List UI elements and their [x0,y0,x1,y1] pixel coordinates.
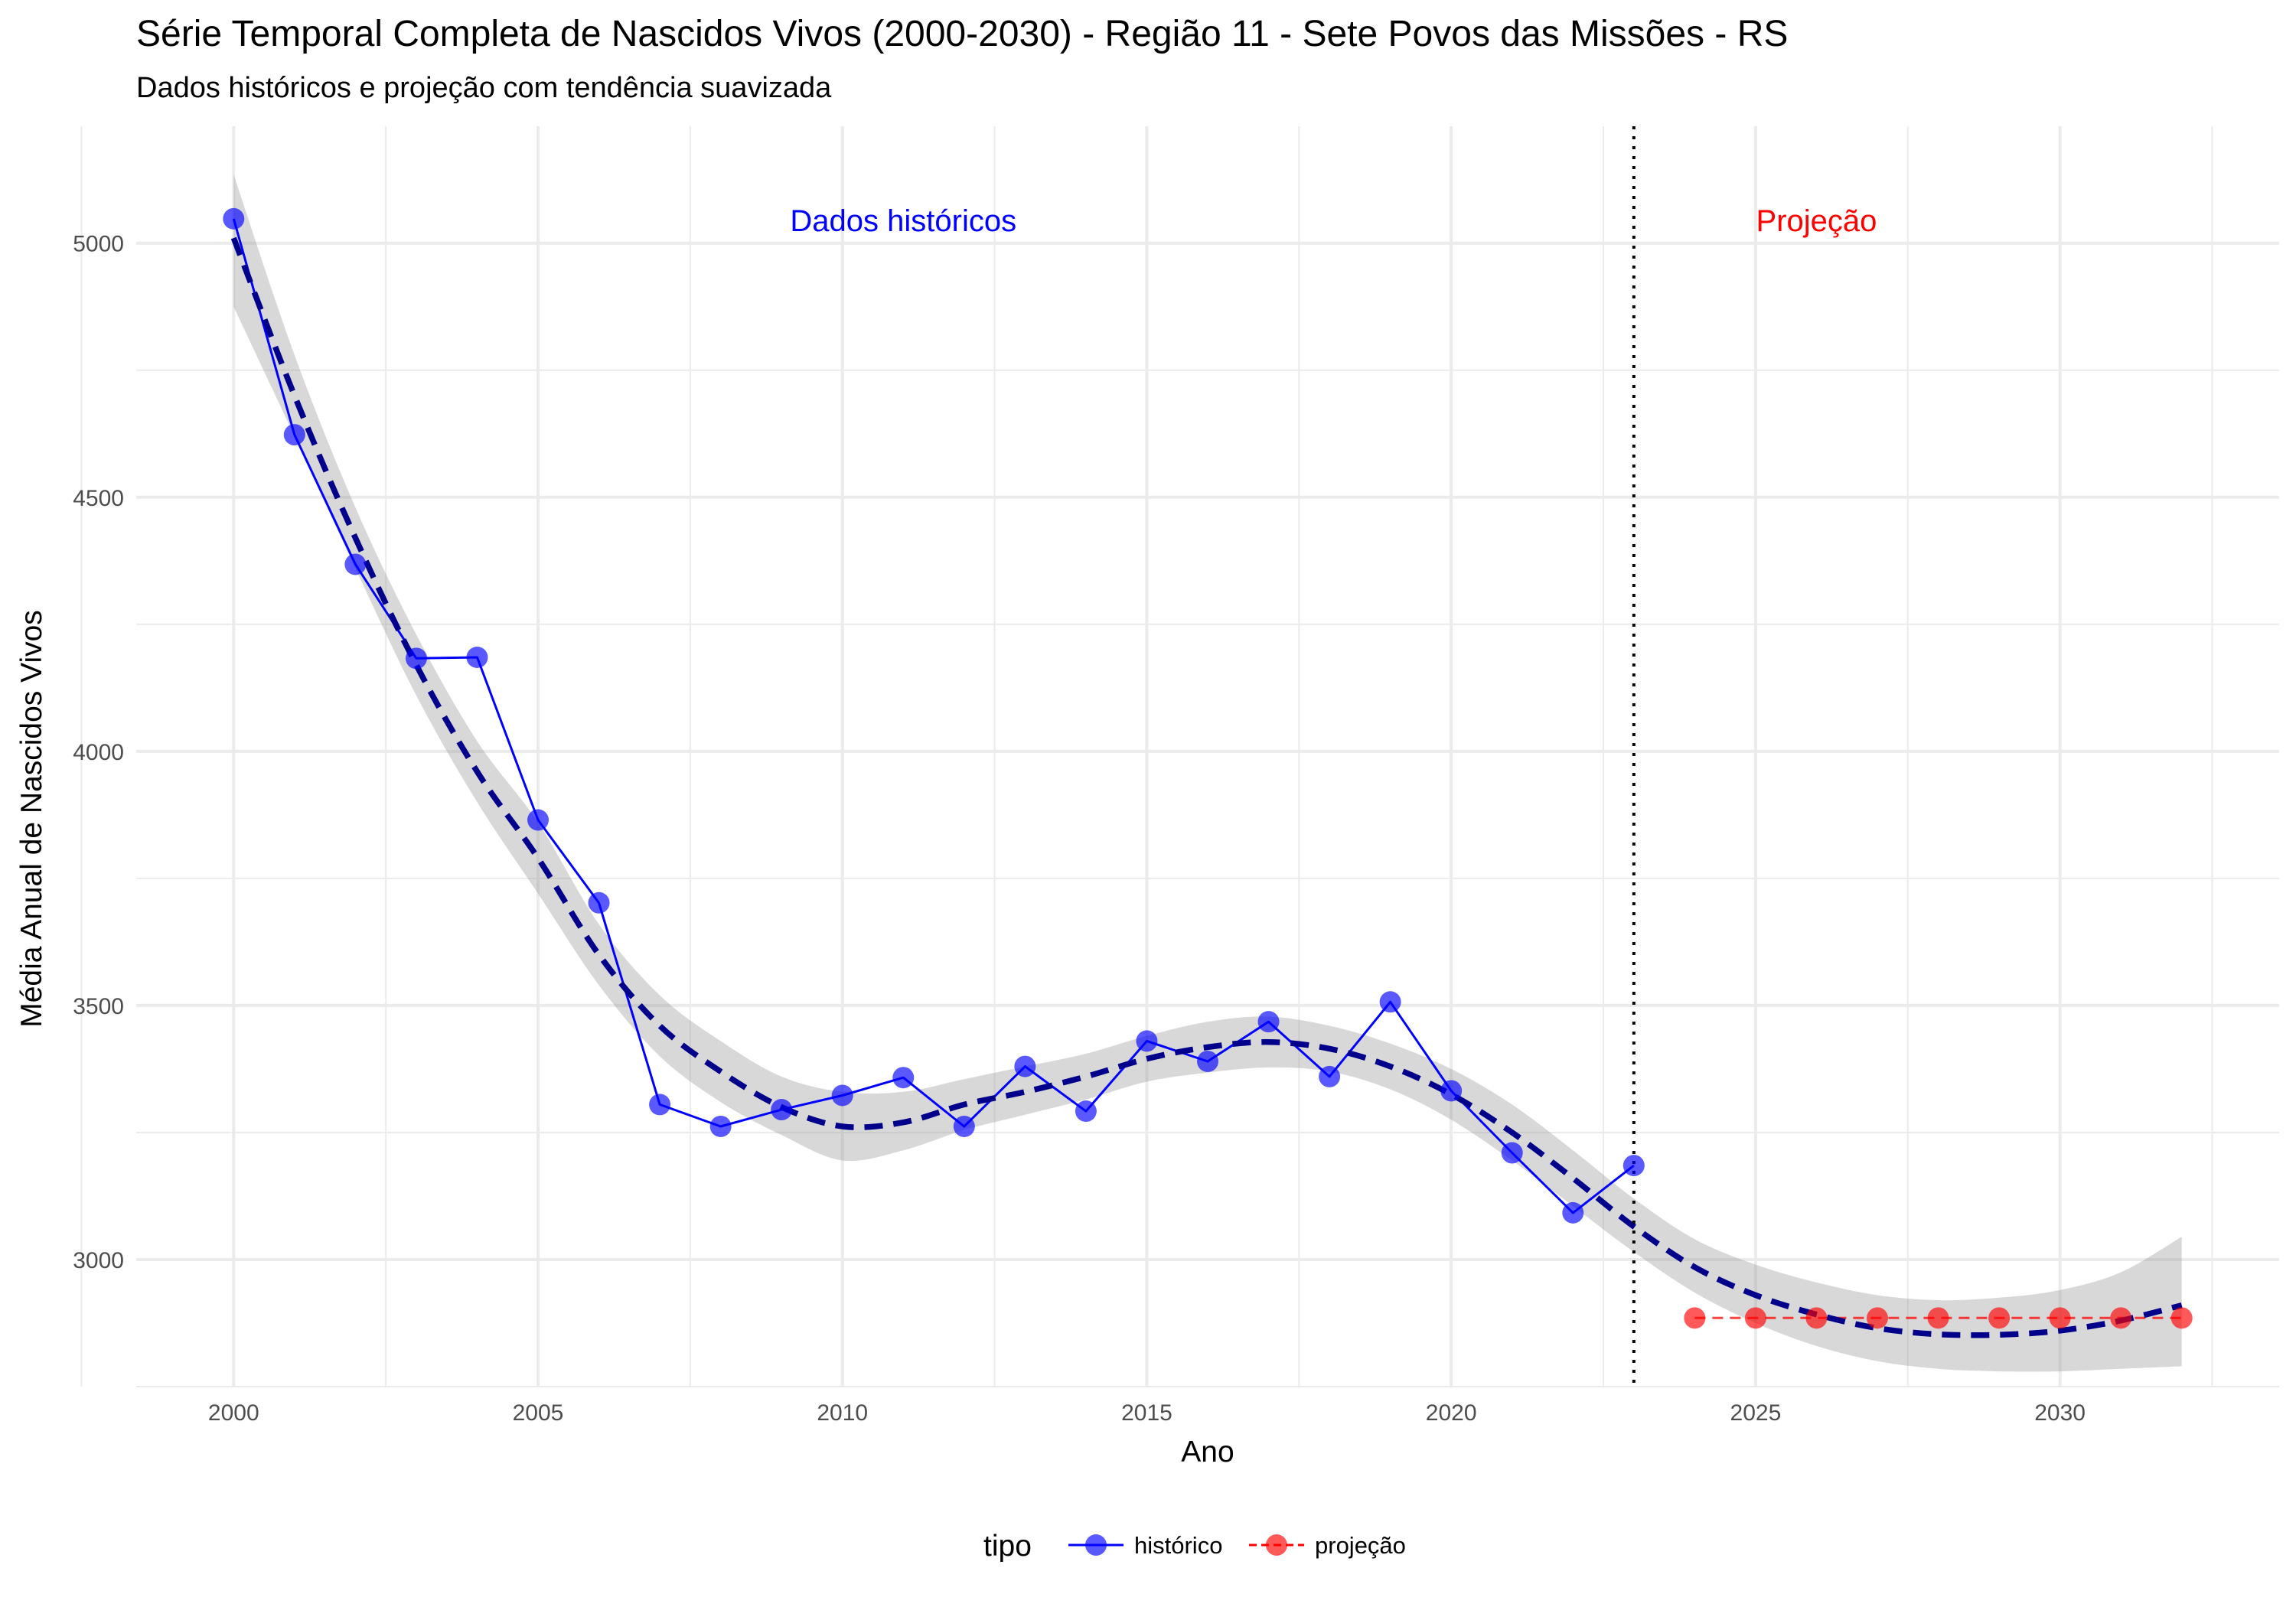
historico-point [831,1084,853,1107]
legend-label: projeção [1315,1532,1406,1559]
legend-item: projeção [1249,1532,1406,1559]
projecao-point [2049,1307,2071,1329]
historico-point [709,1115,732,1137]
historico-point [649,1094,671,1116]
legend: tipo histórico projeção [983,1530,1406,1563]
x-tick-label: 2015 [1121,1400,1172,1426]
y-tick-label: 5000 [73,232,124,257]
legend-key-point [1085,1534,1107,1556]
historico-point [1379,991,1401,1013]
x-tick-label: 2005 [513,1400,564,1426]
legend-label: histórico [1134,1532,1222,1559]
historico-point [1075,1100,1097,1123]
series-line-layer [232,218,2182,1319]
historico-point [892,1067,915,1089]
y-tick-label: 3500 [73,994,124,1019]
x-tick-label: 2010 [817,1400,868,1426]
historico-point [1136,1030,1158,1052]
historico-point [283,424,305,446]
y-tick-label: 4500 [73,486,124,511]
x-tick-label: 2030 [2034,1400,2086,1426]
chart-subtitle: Dados históricos e projeção com tendênci… [136,72,832,104]
y-tick-label: 3000 [73,1248,124,1273]
grid-layer [80,126,2279,1387]
historico-point [1501,1142,1523,1164]
annotation-label: Dados históricos [790,204,1016,238]
tick-label-layer: 2000 2005 2010 2015 2020 2025 2030 3000 3500 4000… [73,232,2086,1426]
projecao-point [1805,1307,1828,1329]
annotation-label: Projeção [1756,204,1877,238]
historico-point [466,646,488,668]
confidence-ribbon-layer [233,174,2182,1372]
historico-point [1257,1011,1280,1033]
projecao-point [1744,1307,1766,1329]
historico-point [1319,1065,1341,1087]
legend-key-point [1266,1534,1287,1556]
projecao-point [2110,1307,2132,1329]
historico-point [1440,1080,1463,1102]
historico-point [527,809,549,831]
historico-point [223,207,245,230]
legend-title: tipo [983,1530,1032,1563]
historico-point [1014,1055,1036,1077]
projecao-point [1867,1307,1888,1329]
historico-point [1197,1050,1218,1072]
historico-point [953,1115,975,1137]
point-layer [223,207,2193,1329]
chart-title: Série Temporal Completa de Nascidos Vivo… [136,14,1788,54]
x-tick-label: 2000 [208,1400,259,1426]
projecao-point [1988,1307,2011,1329]
historico-point [588,892,610,914]
historico-point [1623,1155,1645,1177]
x-tick-label: 2025 [1730,1400,1782,1426]
projecao-point [2170,1307,2193,1329]
annotation-layer: Dados históricos Projeção [790,204,1877,238]
legend-items: histórico projeção [1068,1532,1406,1559]
projecao-point [1684,1307,1706,1329]
projecao-point [1927,1307,1949,1329]
historico-point [344,553,367,575]
confidence-ribbon [233,174,2182,1372]
historico-point [405,647,427,670]
y-tick-label: 4000 [73,740,124,765]
y-axis-title: Média Anual de Nascidos Vivos [15,610,48,1028]
historico-point [771,1099,793,1121]
x-tick-label: 2020 [1426,1400,1477,1426]
x-axis-title: Ano [1181,1436,1234,1468]
historico-point [1562,1201,1584,1224]
legend-item: histórico [1068,1532,1222,1559]
